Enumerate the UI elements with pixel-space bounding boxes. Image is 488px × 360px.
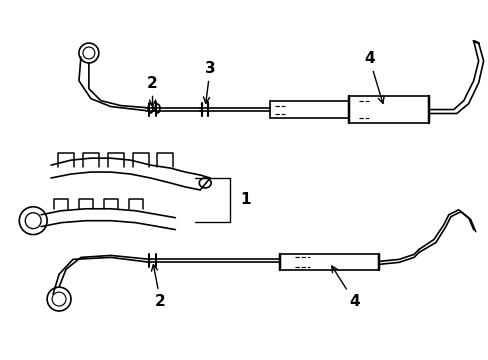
Text: 1: 1: [240, 192, 250, 207]
Text: 4: 4: [363, 51, 383, 103]
Bar: [279, 255, 379, 270]
Text: 2: 2: [147, 76, 158, 106]
Bar: [349, 96, 428, 123]
Text: 2: 2: [151, 265, 165, 309]
Text: 4: 4: [331, 266, 359, 309]
Bar: [269, 100, 349, 118]
Text: 3: 3: [203, 61, 215, 103]
